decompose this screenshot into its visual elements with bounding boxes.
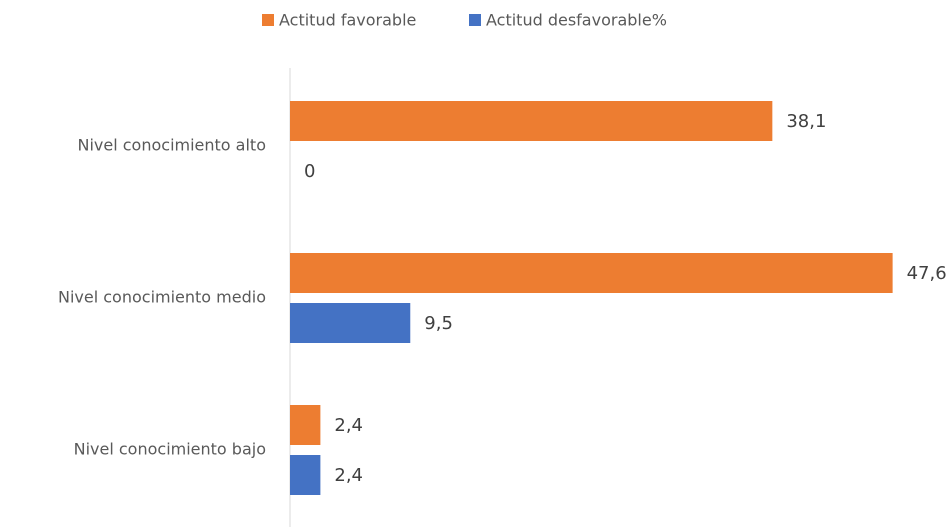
category-label: Nivel conocimiento medio — [58, 288, 266, 307]
data-label: 9,5 — [424, 313, 453, 334]
legend-swatch — [469, 14, 481, 26]
legend-swatch — [262, 14, 274, 26]
bar — [290, 455, 321, 495]
bar — [290, 101, 773, 141]
data-label: 2,4 — [334, 465, 363, 486]
data-label: 0 — [304, 161, 315, 182]
bar — [290, 253, 893, 293]
data-label: 38,1 — [786, 111, 826, 132]
data-label: 47,6 — [907, 263, 947, 284]
data-label: 2,4 — [334, 415, 363, 436]
category-label: Nivel conocimiento alto — [78, 136, 267, 155]
legend-label: Actitud favorable — [279, 11, 416, 30]
bar — [290, 303, 411, 343]
category-label: Nivel conocimiento bajo — [74, 440, 266, 459]
bar — [290, 405, 321, 445]
legend-label: Actitud desfavorable% — [486, 11, 667, 30]
